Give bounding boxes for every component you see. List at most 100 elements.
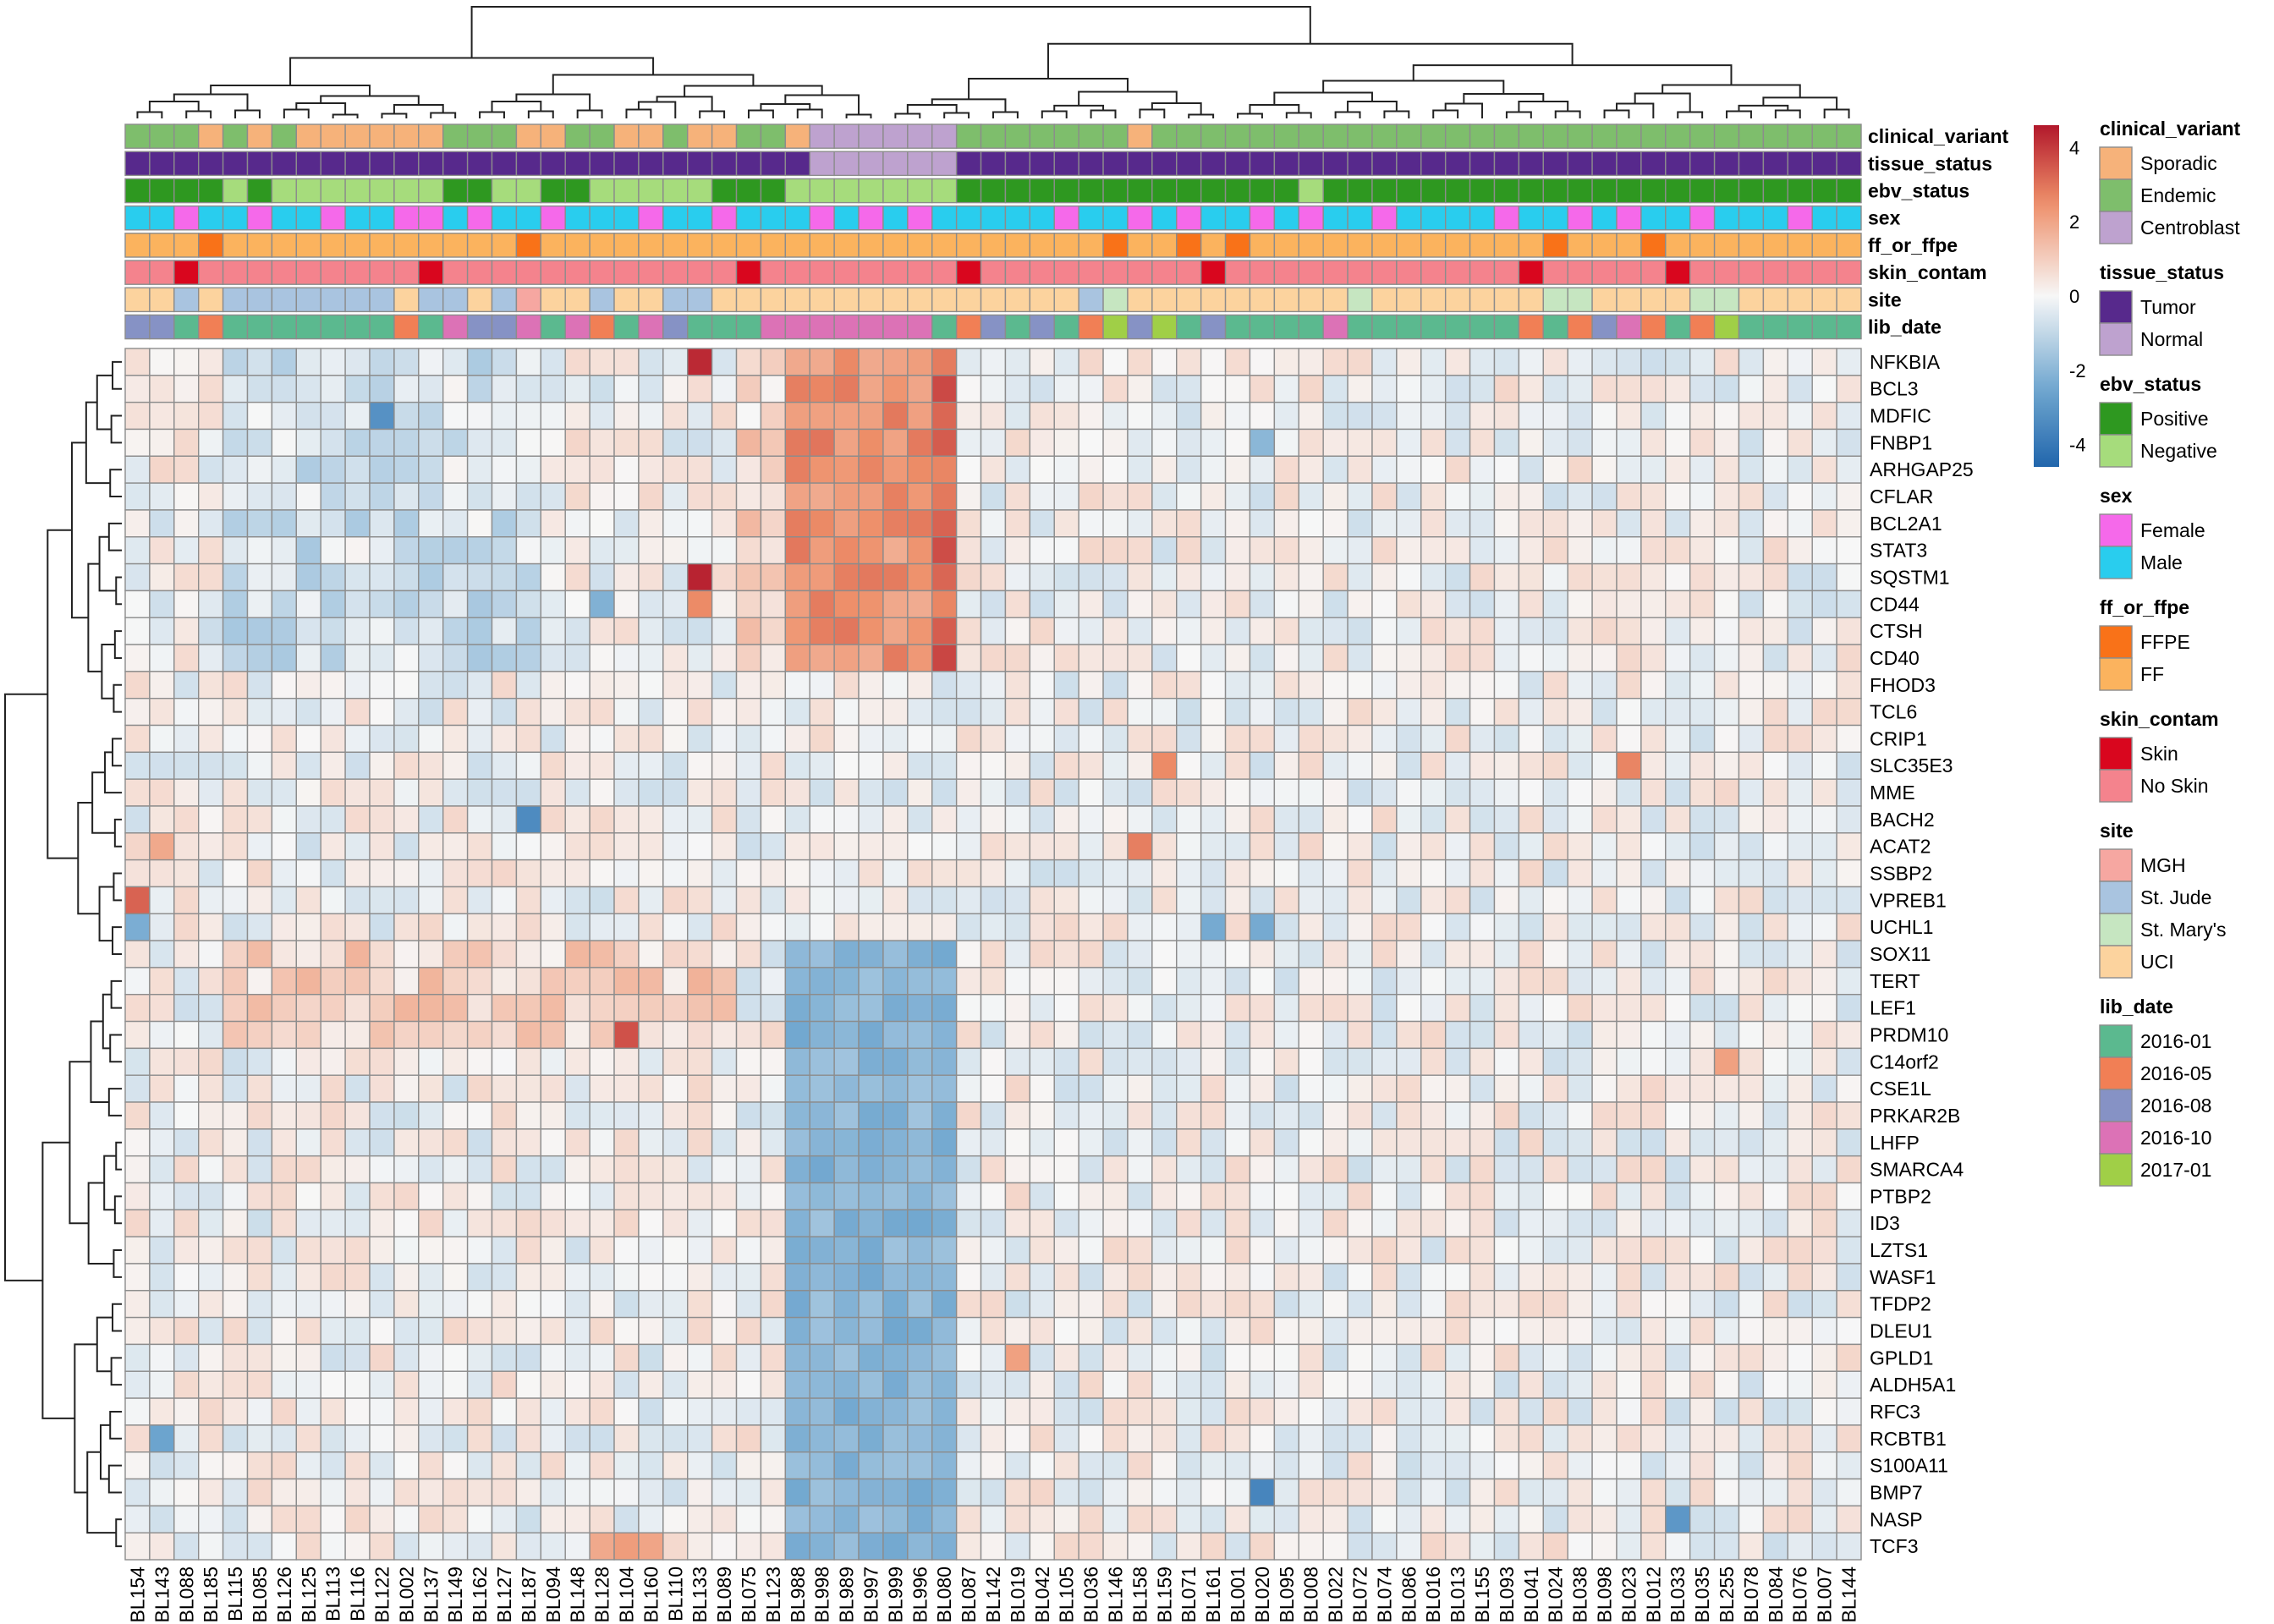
heatmap-cell xyxy=(1396,428,1422,457)
heatmap-cell xyxy=(638,724,664,754)
heatmap-cell xyxy=(418,751,444,780)
heatmap-cell xyxy=(1224,1343,1251,1372)
row-label: VPREB1 xyxy=(1870,889,1947,911)
annotation-cell-skin-contam xyxy=(1151,260,1178,285)
heatmap-cell xyxy=(1542,536,1568,565)
row-label: SSBP2 xyxy=(1870,863,1932,885)
heatmap-cell xyxy=(1469,859,1496,888)
annotation-cell-skin-contam xyxy=(1102,260,1129,285)
heatmap-cell xyxy=(466,697,493,727)
heatmap-cell xyxy=(1689,455,1716,484)
heatmap-cell xyxy=(735,1128,762,1157)
heatmap-cell xyxy=(613,805,640,834)
heatmap-cell xyxy=(589,562,615,592)
heatmap-cell xyxy=(1738,482,1765,511)
heatmap-cell xyxy=(198,536,224,565)
heatmap-cell xyxy=(1591,1236,1618,1265)
heatmap-cell xyxy=(1151,428,1178,457)
heatmap-cell xyxy=(1396,1397,1422,1426)
row-dendrogram-branch xyxy=(96,374,113,431)
heatmap-cell xyxy=(271,1343,298,1372)
heatmap-cell xyxy=(1469,644,1496,672)
heatmap-cell xyxy=(1224,428,1251,457)
heatmap-cell xyxy=(1127,1236,1153,1265)
heatmap-cell xyxy=(662,913,689,941)
annotation-cell-site xyxy=(1640,287,1667,313)
heatmap-cell xyxy=(613,375,640,403)
heatmap-cell xyxy=(271,1101,298,1130)
heatmap-cell xyxy=(1444,778,1471,807)
heatmap-cell xyxy=(1004,1532,1031,1561)
annotation-cell-lib-date xyxy=(124,314,151,340)
heatmap-cell xyxy=(1469,778,1496,807)
heatmap-cell xyxy=(1224,1101,1251,1130)
annotation-cell-tissue-status xyxy=(1665,151,1691,177)
heatmap-cell xyxy=(1787,859,1813,888)
heatmap-cell xyxy=(931,886,958,914)
heatmap-cell xyxy=(1151,859,1178,888)
heatmap-cell xyxy=(613,1236,640,1265)
annotation-cell-tissue-status xyxy=(393,151,420,177)
heatmap-cell xyxy=(246,1128,273,1157)
heatmap-cell xyxy=(246,401,273,431)
annotation-cell-skin-contam xyxy=(1787,260,1813,285)
heatmap-cell xyxy=(711,536,738,565)
heatmap-cell xyxy=(589,967,615,996)
heatmap-cell xyxy=(1444,455,1471,484)
heatmap-cell xyxy=(1396,886,1422,914)
legend-item-label: Tumor xyxy=(2140,296,2196,318)
heatmap-cell xyxy=(760,1182,787,1211)
heatmap-cell xyxy=(711,671,738,700)
annotation-cell-ebv-status xyxy=(931,178,958,204)
heatmap-cell xyxy=(1616,590,1642,618)
heatmap-cell xyxy=(735,1316,762,1346)
column-label: BL035 xyxy=(1691,1566,1713,1623)
heatmap-cell xyxy=(491,940,518,968)
heatmap-cell xyxy=(393,859,420,888)
heatmap-cell xyxy=(882,1370,909,1399)
heatmap-cell xyxy=(784,1397,810,1426)
heatmap-cell xyxy=(1738,1316,1765,1346)
annotation-cell-lib-date xyxy=(466,314,493,340)
heatmap-cell xyxy=(711,482,738,511)
heatmap-cell xyxy=(466,832,493,861)
annotation-cell-skin-contam xyxy=(1224,260,1251,285)
heatmap-cell xyxy=(589,590,615,618)
column-dendrogram-branch xyxy=(1151,102,1202,115)
heatmap-cell xyxy=(1322,886,1348,914)
heatmap-cell xyxy=(1347,832,1373,861)
heatmap-cell xyxy=(1518,1101,1544,1130)
heatmap-cell xyxy=(491,562,518,592)
heatmap-cell xyxy=(809,1343,835,1372)
heatmap-cell xyxy=(491,1074,518,1103)
heatmap-cell xyxy=(1029,1155,1055,1184)
heatmap-cell xyxy=(1200,617,1227,645)
heatmap-cell xyxy=(1029,1101,1055,1130)
annotation-cell-lib-date xyxy=(1322,314,1348,340)
heatmap-cell xyxy=(907,1182,933,1211)
heatmap-cell xyxy=(344,536,371,565)
heatmap-cell xyxy=(980,1532,1007,1561)
heatmap-cell xyxy=(1762,1505,1788,1533)
heatmap-cell xyxy=(1420,455,1447,484)
heatmap-cell xyxy=(1078,1155,1104,1184)
heatmap-cell xyxy=(1078,751,1104,780)
heatmap-cell xyxy=(1493,562,1520,592)
annotation-cell-ebv-status xyxy=(124,178,151,204)
heatmap-cell xyxy=(1811,940,1837,968)
heatmap-cell xyxy=(173,994,200,1023)
heatmap-cell xyxy=(1053,1047,1079,1076)
heatmap-cell xyxy=(1029,590,1055,618)
heatmap-cell xyxy=(369,1370,395,1399)
heatmap-cell xyxy=(858,1397,884,1426)
heatmap-cell xyxy=(1200,940,1227,968)
heatmap-cell xyxy=(955,671,982,700)
heatmap-cell xyxy=(124,778,151,807)
heatmap-cell xyxy=(1811,1074,1837,1103)
heatmap-cell xyxy=(442,1209,469,1237)
heatmap-cell xyxy=(124,455,151,484)
heatmap-cell xyxy=(369,1182,395,1211)
heatmap-cell xyxy=(1371,832,1398,861)
heatmap-cell xyxy=(295,805,321,834)
heatmap-cell xyxy=(1738,509,1765,538)
